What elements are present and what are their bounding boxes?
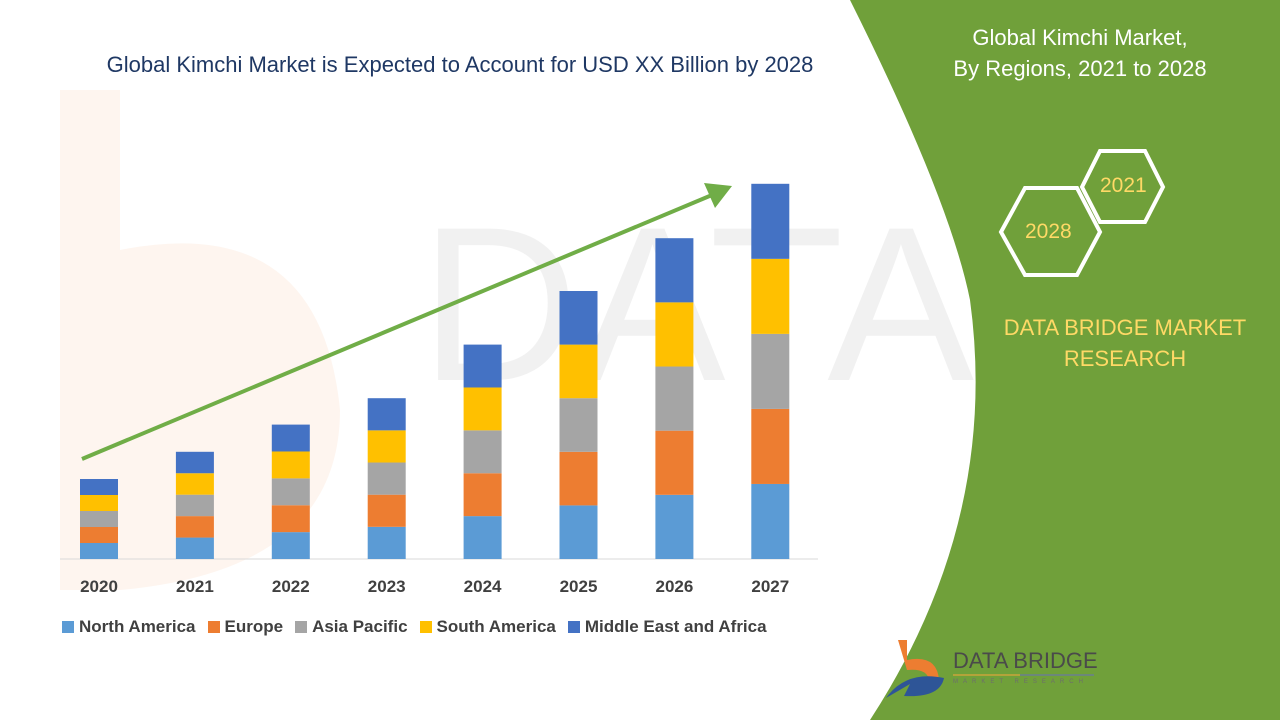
logo-text: DATA BRIDGE	[953, 648, 1098, 673]
bar-segment-north-america-2027	[751, 483, 790, 559]
bar-segment-south-america-2021	[175, 473, 214, 495]
bar-segment-south-america-2026	[655, 302, 694, 367]
x-tick-label: 2022	[272, 577, 310, 596]
bar-segment-europe-2026	[655, 430, 694, 495]
x-tick-label: 2020	[80, 577, 118, 596]
x-tick-label: 2026	[655, 577, 693, 596]
bar-segment-south-america-2027	[751, 258, 790, 334]
logo-icon	[886, 640, 944, 698]
bar-segment-north-america-2023	[367, 526, 406, 559]
bars	[80, 183, 790, 559]
bar-segment-asia-pacific-2020	[80, 511, 118, 527]
side-panel-title: Global Kimchi Market, By Regions, 2021 t…	[905, 22, 1255, 84]
bar-segment-europe-2023	[367, 494, 406, 527]
x-tick-label: 2021	[176, 577, 214, 596]
chart-title: Global Kimchi Market is Expected to Acco…	[106, 52, 814, 77]
bar-segment-middle-east-and-africa-2022	[271, 424, 310, 452]
hex-year-2028: 2028	[1025, 220, 1072, 243]
bar-segment-north-america-2022	[271, 532, 310, 559]
bar-segment-asia-pacific-2023	[367, 462, 406, 495]
bar-segment-north-america-2024	[463, 516, 502, 559]
bar-segment-north-america-2021	[175, 537, 214, 559]
legend-swatch	[419, 621, 432, 633]
bar-segment-europe-2022	[271, 505, 310, 533]
legend-label: South America	[436, 617, 556, 636]
hexagon-2028-icon	[998, 186, 1103, 277]
x-tick-label: 2023	[368, 577, 406, 596]
bar-segment-middle-east-and-africa-2027	[751, 183, 790, 259]
bar-segment-asia-pacific-2024	[463, 430, 502, 474]
green-panel	[850, 0, 1280, 720]
legend-item: Europe	[207, 617, 284, 637]
x-tick-labels: 2020 2021 2022 2023 2024 2025 2026 2027	[80, 577, 789, 596]
bar-segment-asia-pacific-2021	[175, 494, 214, 517]
bar-segment-asia-pacific-2025	[559, 398, 598, 452]
x-tick-label: 2027	[751, 577, 789, 596]
hexagon-2021-icon	[1079, 149, 1166, 224]
bar-segment-asia-pacific-2026	[655, 366, 694, 431]
legend-label: Europe	[224, 617, 284, 636]
legend-label: North America	[79, 617, 196, 636]
trend-arrow	[81, 193, 713, 461]
bar-segment-north-america-2026	[655, 494, 694, 559]
bar-segment-middle-east-and-africa-2025	[559, 291, 598, 345]
bar-segment-north-america-2025	[559, 505, 598, 559]
logo-subtext: MARKET RESEARCH	[953, 679, 1088, 685]
bar-segment-europe-2025	[559, 451, 598, 506]
legend-item: Asia Pacific	[295, 617, 408, 637]
x-tick-label: 2024	[464, 577, 502, 596]
legend-swatch	[295, 621, 308, 633]
bar-segment-europe-2024	[463, 473, 502, 517]
side-title-line2: By Regions, 2021 to 2028	[953, 56, 1207, 81]
bar-segment-north-america-2020	[80, 543, 118, 559]
side-title-line1: Global Kimchi Market,	[972, 25, 1188, 50]
bar-segment-europe-2027	[751, 408, 790, 484]
bar-segment-middle-east-and-africa-2020	[80, 479, 118, 495]
bar-segment-europe-2020	[80, 527, 118, 543]
brand-line2: RESEARCH	[1063, 346, 1187, 371]
bar-segment-middle-east-and-africa-2021	[175, 451, 214, 474]
legend-item: North America	[62, 617, 196, 637]
bar-segment-south-america-2023	[367, 430, 406, 463]
trend-arrowhead	[704, 183, 732, 208]
bar-segment-middle-east-and-africa-2026	[655, 238, 694, 303]
hex-year-2021: 2021	[1100, 174, 1147, 197]
bar-segment-asia-pacific-2022	[271, 478, 310, 506]
bar-segment-europe-2021	[175, 516, 214, 538]
legend-item: South America	[419, 617, 556, 637]
x-tick-label: 2025	[560, 577, 598, 596]
brand-line1: DATA BRIDGE MARKET	[1003, 315, 1247, 340]
legend-swatch	[207, 621, 220, 633]
bar-segment-middle-east-and-africa-2023	[367, 398, 406, 431]
bar-segment-asia-pacific-2027	[751, 333, 790, 409]
bar-segment-south-america-2022	[271, 451, 310, 479]
legend-item: Middle East and Africa	[567, 617, 767, 637]
legend-label: Middle East and Africa	[584, 617, 767, 636]
legend: North America Europe Asia Pacific South Ame…	[62, 617, 767, 637]
bar-segment-south-america-2025	[559, 344, 598, 399]
brand-text: DATA BRIDGE MARKET RESEARCH	[975, 312, 1275, 374]
bar-segment-south-america-2024	[463, 387, 502, 431]
bar-segment-middle-east-and-africa-2024	[463, 344, 502, 388]
legend-swatch	[62, 621, 74, 633]
bar-segment-south-america-2020	[80, 495, 118, 511]
legend-swatch	[567, 621, 580, 633]
legend-label: Asia Pacific	[312, 617, 408, 636]
